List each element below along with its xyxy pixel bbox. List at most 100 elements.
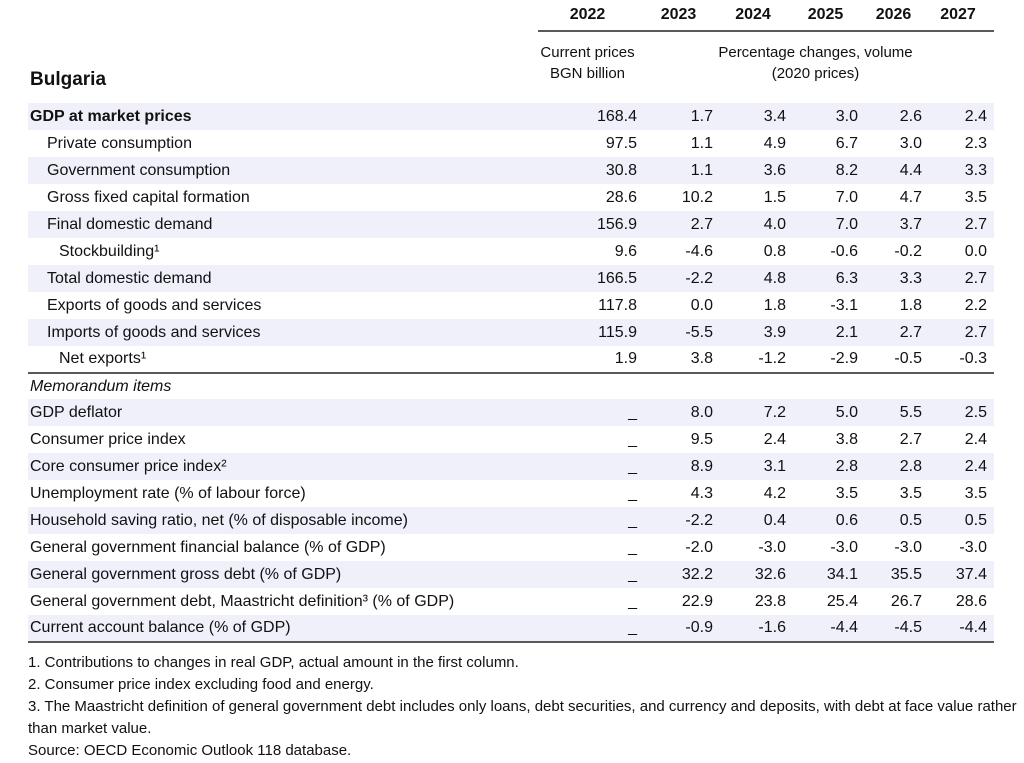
value-cell: 1.5: [763, 188, 786, 206]
value-cell: 4.3: [690, 484, 713, 502]
value-cell: 9.5: [690, 430, 713, 448]
value-cell: 30.8: [605, 161, 637, 179]
table-header: 2022 2023 2024 2025 2026 2027 Bulgaria C…: [28, 0, 994, 103]
value-cell: 3.1: [763, 457, 786, 475]
unit-line: Percentage changes, volume: [718, 44, 913, 61]
value-cell: 7.2: [763, 403, 786, 421]
value-cell: 5.5: [899, 403, 922, 421]
unit-header-current-prices: Current prices BGN billion: [538, 31, 644, 103]
value-cell: 35.5: [890, 565, 922, 583]
value-cell: 34.1: [826, 565, 858, 583]
value-cell: 2.8: [835, 457, 858, 475]
section-header-row: Memorandum items: [28, 372, 994, 399]
table-row: General government gross debt (% of GDP)…: [28, 561, 994, 588]
value-cell: 8.2: [835, 161, 858, 179]
value-cell: _: [628, 430, 637, 448]
value-cell: 3.4: [763, 107, 786, 125]
value-cell: 25.4: [826, 592, 858, 610]
value-cell: _: [628, 403, 637, 421]
value-cell: -2.2: [685, 269, 713, 287]
value-cell: 3.3: [964, 161, 987, 179]
value-cell: 1.8: [899, 296, 922, 314]
value-cell: 3.5: [835, 484, 858, 502]
row-label: Private consumption: [47, 134, 192, 152]
value-cell: 37.4: [955, 565, 987, 583]
value-cell: 0.5: [899, 511, 922, 529]
footnote: 1. Contributions to changes in real GDP,…: [28, 654, 519, 671]
value-cell: -1.6: [720, 615, 793, 643]
value-cell: 2.7: [964, 215, 987, 233]
value-cell: -4.6: [685, 242, 713, 260]
year-header-2027: 2027: [929, 0, 994, 32]
value-cell: 2.4: [763, 430, 786, 448]
unit-line: Current prices: [540, 44, 635, 61]
table-row: Exports of goods and services 117.8 0.0 …: [28, 292, 994, 319]
value-cell: 22.9: [681, 592, 713, 610]
value-cell: -3.0: [830, 538, 858, 556]
row-label: GDP deflator: [30, 403, 123, 421]
value-cell: 168.4: [596, 107, 637, 125]
value-cell: 3.6: [763, 161, 786, 179]
value-cell: 4.9: [763, 134, 786, 152]
value-cell: -4.4: [929, 615, 994, 643]
value-cell: 1.1: [690, 161, 713, 179]
value-cell: 9.6: [614, 242, 637, 260]
value-cell: 97.5: [605, 134, 637, 152]
value-cell: 10.2: [681, 188, 713, 206]
value-cell: -4.5: [865, 615, 929, 643]
row-label: Final domestic demand: [47, 215, 213, 233]
row-label: Exports of goods and services: [47, 296, 262, 314]
value-cell: 32.6: [754, 565, 786, 583]
value-cell: 3.0: [899, 134, 922, 152]
table-row: General government debt, Maastricht defi…: [28, 588, 994, 615]
value-cell: 117.8: [598, 296, 637, 314]
row-label: Net exports¹: [59, 350, 147, 367]
value-cell: 2.4: [964, 430, 987, 448]
units-header-row: Bulgaria Current prices BGN billion Perc…: [28, 31, 994, 103]
value-cell: -3.0: [894, 538, 922, 556]
value-cell: 4.4: [899, 161, 922, 179]
value-cell: [720, 372, 793, 399]
value-cell: 115.9: [598, 323, 637, 341]
table-row: General government financial balance (% …: [28, 534, 994, 561]
value-cell: 3.7: [899, 215, 922, 233]
year-header-2025: 2025: [793, 0, 865, 32]
value-cell: 1.1: [690, 134, 713, 152]
table-row: Consumer price index _ 9.5 2.4 3.8 2.7 2…: [28, 426, 994, 453]
value-cell: [793, 372, 865, 399]
source-note: Source: OECD Economic Outlook 118 databa…: [28, 742, 352, 759]
year-header-row: 2022 2023 2024 2025 2026 2027: [28, 0, 994, 32]
value-cell: [929, 372, 994, 399]
value-cell: 166.5: [596, 269, 637, 287]
value-cell: 2.7: [899, 430, 922, 448]
value-cell: -3.1: [830, 296, 858, 314]
row-label: General government gross debt (% of GDP): [30, 565, 342, 583]
value-cell: -0.3: [959, 350, 987, 367]
value-cell: 8.9: [690, 457, 713, 475]
value-cell: 3.5: [964, 188, 987, 206]
value-cell: 3.5: [899, 484, 922, 502]
value-cell: 4.2: [763, 484, 786, 502]
table-row: Household saving ratio, net (% of dispos…: [28, 507, 994, 534]
value-cell: 3.3: [899, 269, 922, 287]
value-cell: -1.2: [758, 350, 786, 367]
value-cell: [644, 372, 720, 399]
year-header-2024: 2024: [720, 0, 793, 32]
year-header-2022: 2022: [538, 0, 644, 32]
value-cell: 2.6: [899, 107, 922, 125]
value-cell: -0.9: [644, 615, 720, 643]
value-cell: 3.0: [835, 107, 858, 125]
unit-line: (2020 prices): [771, 65, 860, 82]
table-row: Current account balance (% of GDP) _ -0.…: [28, 615, 994, 643]
value-cell: 5.0: [835, 403, 858, 421]
value-cell: 3.8: [690, 350, 713, 367]
table-row: Total domestic demand 166.5 -2.2 4.8 6.3…: [28, 265, 994, 292]
value-cell: -5.5: [685, 323, 713, 341]
value-cell: 0.5: [964, 511, 987, 529]
value-cell: -3.0: [758, 538, 786, 556]
value-cell: 7.0: [835, 188, 858, 206]
row-label: Total domestic demand: [47, 269, 212, 287]
row-label: Core consumer price index²: [30, 457, 227, 475]
value-cell: 2.4: [964, 457, 987, 475]
value-cell: 2.8: [899, 457, 922, 475]
